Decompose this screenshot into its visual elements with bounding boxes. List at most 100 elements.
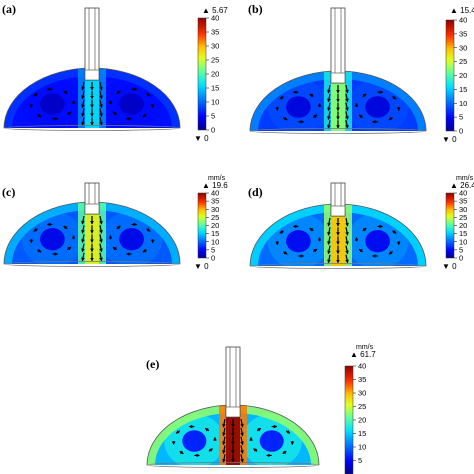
arrow: [327, 245, 331, 255]
arrow: [327, 111, 331, 120]
colorbar-tick-label: 30: [459, 205, 467, 214]
arrow: [256, 427, 262, 432]
arrow: [285, 430, 291, 434]
arrow: [66, 111, 72, 116]
electrode-tip: [330, 205, 346, 217]
colorbar-tick-label: 10: [459, 237, 467, 246]
colorbar-tick-label: 30: [211, 205, 219, 214]
velocity-arrows: [29, 215, 155, 262]
arrow: [283, 250, 288, 255]
arrow: [99, 243, 103, 253]
arrow: [312, 248, 318, 253]
arrow: [99, 90, 103, 100]
substrate: [146, 462, 320, 468]
vortex-core: [259, 430, 284, 452]
velocity-field: [4, 202, 180, 264]
arrow: [283, 116, 288, 121]
colorbar-tick-label: 10: [459, 99, 467, 108]
arrow: [81, 234, 85, 243]
colorbar-tick-label: 40: [211, 14, 219, 23]
colorbar-tick-label: 25: [459, 57, 467, 66]
arrow: [33, 228, 38, 232]
vortex-core: [119, 93, 144, 115]
arrow: [33, 92, 38, 97]
arrow: [312, 114, 318, 119]
colorbar-tick-label: 20: [211, 221, 219, 230]
arrow: [279, 230, 284, 234]
arrow: [81, 252, 85, 262]
colorbar-tick-label: 25: [358, 402, 366, 411]
colorbar-tick-label: 15: [211, 84, 219, 93]
arrow: [222, 436, 226, 446]
arrow: [327, 102, 331, 112]
arrow: [99, 99, 103, 109]
vortex-core: [365, 230, 390, 253]
surface-band: [4, 202, 180, 264]
arrow: [37, 113, 42, 118]
panel-label: (b): [248, 2, 263, 16]
arrow: [81, 99, 85, 109]
colorbar-tick-label: 10: [211, 237, 219, 246]
arrow: [63, 225, 68, 230]
colorbar-max-value: ▲ 61.7: [350, 350, 376, 359]
arrow: [392, 230, 397, 234]
vortex-core: [182, 430, 207, 452]
colorbar: [197, 17, 207, 131]
arrow: [240, 436, 244, 446]
colorbar-tick-label: 25: [211, 56, 219, 65]
colorbar-tick-label: 0: [459, 127, 463, 136]
colorbar: [445, 192, 455, 259]
arrow: [388, 250, 393, 255]
arrow: [345, 102, 349, 112]
colorbar-tick-label: 5: [459, 245, 463, 254]
arrow: [327, 217, 331, 227]
colorbar-max-value: ▲ 26.4: [450, 181, 474, 190]
arrow: [327, 236, 331, 245]
colorbar-tick-label: 0: [211, 254, 215, 263]
surface-band: [147, 405, 319, 465]
electrode-tip: [84, 203, 100, 215]
arrow: [345, 254, 349, 264]
surface-band: [250, 204, 426, 266]
colorbar-tick-label: 5: [211, 112, 215, 121]
arrow: [81, 243, 85, 253]
arrow: [327, 120, 331, 129]
colorbar-tick-label: 40: [459, 189, 467, 198]
arrow: [112, 111, 118, 116]
arrow: [253, 448, 258, 452]
velocity-arrows: [29, 81, 155, 126]
arrow: [116, 90, 121, 95]
colorbar-tick-label: 35: [211, 28, 219, 37]
arrow: [240, 418, 244, 428]
colorbar-max-value: ▲ 19.6: [202, 181, 228, 190]
arrow: [66, 246, 72, 251]
arrow: [146, 92, 151, 97]
electrode-tube: [225, 346, 241, 418]
velocity-arrows: [275, 84, 401, 129]
arrow: [175, 430, 181, 434]
arrow: [240, 427, 244, 437]
vortex-core: [40, 228, 65, 251]
colorbar-unit: mm/s: [456, 175, 474, 182]
colorbar-tick-label: 5: [211, 245, 215, 254]
arrow: [345, 120, 349, 129]
velocity-field: [147, 405, 319, 465]
arrow: [279, 95, 284, 100]
colorbar: [197, 192, 207, 259]
colorbar-tick-label: 20: [459, 71, 467, 80]
vortex-core: [286, 230, 311, 253]
surface-band: [4, 68, 180, 128]
colorbar-tick-label: 5: [358, 456, 362, 465]
colorbar-tick-label: 40: [211, 189, 219, 198]
arrow: [345, 227, 349, 236]
colorbar-max-value: ▲ 5.67: [202, 6, 228, 15]
colorbar-tick-label: 15: [358, 429, 366, 438]
vortex-core: [119, 228, 144, 251]
panel-label: (e): [146, 357, 159, 371]
arrow: [99, 81, 103, 91]
panel-label: (c): [2, 185, 15, 199]
arrow: [81, 81, 85, 91]
colorbar-tick-label: 0: [211, 126, 215, 135]
arrow: [99, 252, 103, 262]
arrow: [179, 450, 184, 455]
